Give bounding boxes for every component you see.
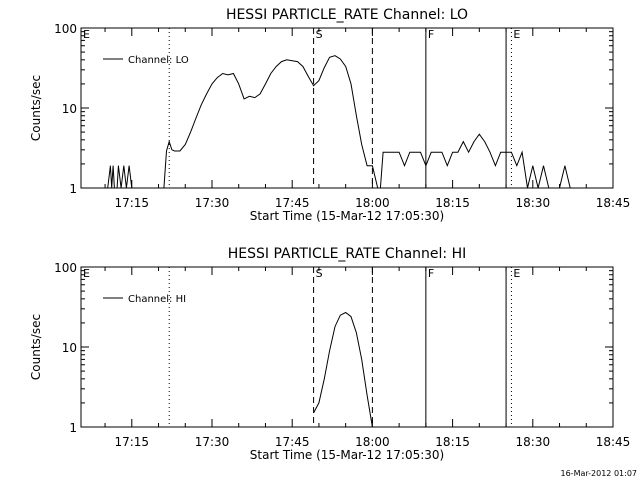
marker-label: S [316,28,323,41]
chart-title: HESSI PARTICLE_RATE Channel: LO [226,7,468,23]
marker-label: E [513,28,520,41]
plot-timestamp: 16-Mar-2012 01:07 [561,469,638,478]
chart-panel-lo: HESSI PARTICLE_RATE Channel: LO 17:15 17:3… [29,7,630,223]
y-axis-label: Counts/sec [29,75,43,141]
y-axis-label: Counts/sec [29,314,43,380]
x-tick-label: 18:30 [516,196,551,210]
y-tick-label: 10 [62,341,77,355]
x-tick-label: 17:45 [275,435,310,449]
x-tick-label: 18:30 [516,435,551,449]
x-tick-label: 17:30 [195,435,230,449]
x-tick-label: 17:30 [195,196,230,210]
series-line [107,55,571,189]
x-tick-label: 18:00 [355,435,390,449]
y-tick-label: 10 [62,102,77,116]
marker-label: S [316,267,323,280]
series-line [313,311,373,428]
legend-label: Channel: HI [128,294,186,305]
x-tick-label: 17:45 [275,196,310,210]
x-axis-label: Start Time (15-Mar-12 17:05:30) [250,448,444,462]
x-tick-label: 18:45 [596,196,631,210]
legend-label: Channel: LO [128,55,189,66]
marker-label: F [428,267,434,280]
y-tick-label: 100 [54,22,77,36]
x-tick-label: 18:15 [435,435,470,449]
x-tick-label: 18:00 [355,196,390,210]
marker-label: E [83,28,90,41]
y-tick-label: 1 [69,421,77,435]
x-axis-label: Start Time (15-Mar-12 17:05:30) [250,209,444,223]
marker-label: E [83,267,90,280]
y-tick-label: 100 [54,261,77,275]
x-tick-label: 18:45 [596,435,631,449]
x-tick-label: 17:15 [114,196,149,210]
chart-panel-hi: HESSI PARTICLE_RATE Channel: HI 17:15 17:3… [29,246,630,462]
plot-frame [80,27,614,189]
x-tick-label: 17:15 [114,435,149,449]
plot-frame [80,266,614,428]
marker-label: F [428,28,434,41]
chart-title: HESSI PARTICLE_RATE Channel: HI [228,246,466,262]
x-tick-label: 18:15 [435,196,470,210]
y-tick-label: 1 [69,182,77,196]
marker-label: E [513,267,520,280]
